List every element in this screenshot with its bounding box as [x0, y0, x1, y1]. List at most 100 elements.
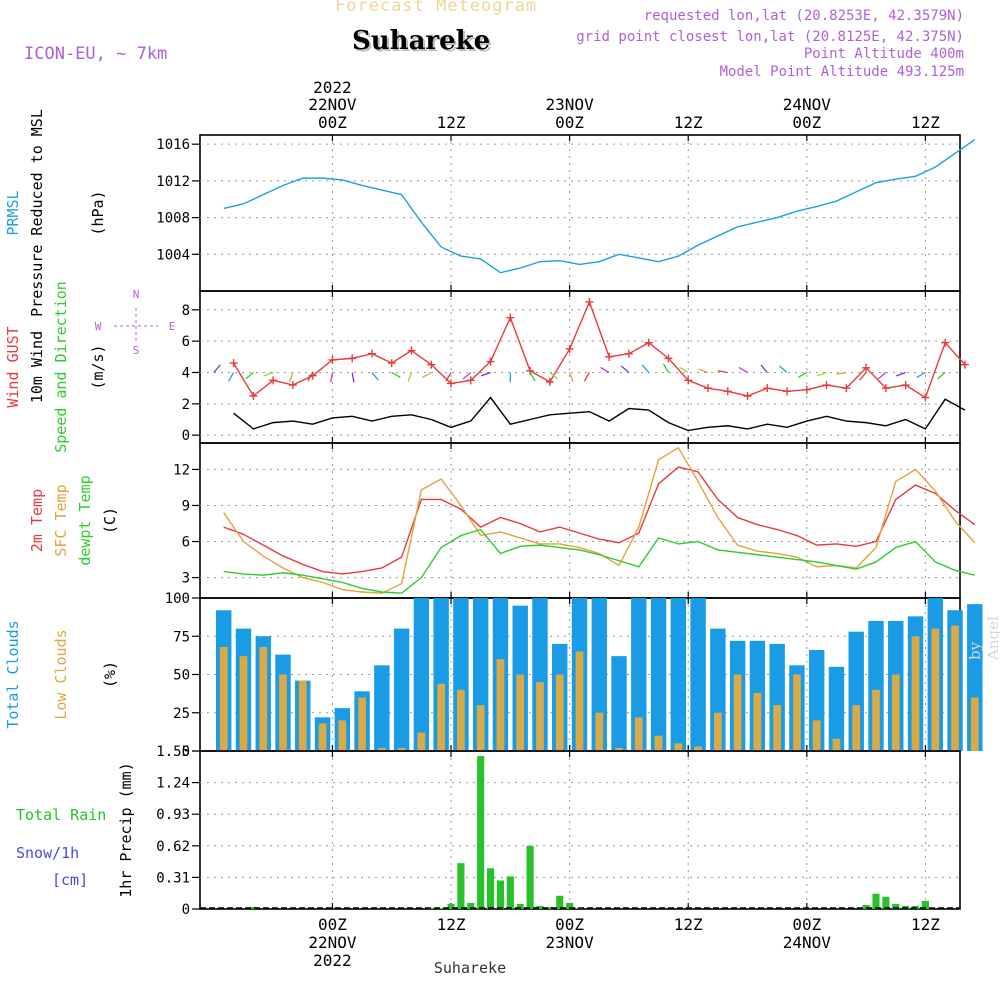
gust-point	[447, 379, 456, 388]
low-clouds-bar	[338, 720, 347, 751]
pressure-series-prmsl	[223, 139, 976, 274]
gust-point	[763, 384, 772, 393]
rain-bar	[546, 906, 554, 909]
wind-direction-arrow	[620, 365, 630, 373]
wind-direction-arrow	[679, 366, 689, 374]
rain-bar	[427, 907, 435, 909]
wind-ytick-label: 4	[182, 365, 190, 381]
low-clouds-bar	[674, 743, 683, 751]
wind-series-wind-gust	[233, 300, 966, 399]
low-clouds-bar	[437, 683, 445, 751]
gust-point	[743, 391, 752, 400]
low-clouds-bar	[812, 720, 821, 751]
precipitation-ytick-label: 0.62	[156, 839, 190, 855]
top-tick-label: 00Z	[318, 113, 347, 132]
model-label: ICON-EU, ~ 7km	[24, 44, 168, 64]
wind-direction-arrow	[407, 372, 413, 383]
gust-point	[624, 349, 633, 358]
total-clouds-bar	[374, 665, 390, 751]
rain-bar	[437, 907, 445, 909]
total-clouds-bar	[611, 656, 627, 751]
low-clouds-bar	[615, 747, 623, 751]
precipitation-ytick-label: 0.93	[156, 807, 190, 823]
wind-direction-arrow	[371, 372, 379, 381]
low-clouds-bar	[219, 646, 228, 751]
gust-point	[783, 387, 792, 396]
low-clouds-bar	[595, 712, 604, 751]
pressure-ytick-label: 1016	[156, 137, 190, 153]
low-clouds-bar	[654, 735, 663, 751]
wind-series-10m-wind	[233, 396, 966, 432]
gust-point	[862, 363, 871, 372]
low-clouds-bar	[318, 723, 327, 751]
top-date-label: 22NOV	[308, 95, 357, 114]
wind-label: 10m Wind	[28, 331, 46, 403]
wind-direction-arrow	[760, 364, 768, 373]
panel-precipitation: 0 0.31 0.62 0.93 1.24 1.55 Total Rain Snow/1h [c…	[16, 744, 961, 918]
wind-direction-arrow	[816, 371, 827, 377]
low-clouds-bar	[951, 625, 959, 751]
wind-direction-arrow	[245, 371, 254, 380]
rain-bar	[862, 904, 870, 909]
temperature-label: 2m Temp	[28, 489, 46, 552]
point-altitude: Point Altitude 400m	[803, 46, 964, 62]
gust-point	[407, 346, 416, 355]
gust-point	[427, 360, 436, 369]
top-date-label: 23NOV	[546, 95, 595, 114]
wind-direction-arrow	[307, 372, 314, 382]
wind-direction-arrow	[600, 366, 610, 374]
rain-bar	[536, 905, 544, 909]
clouds-ytick-label: 75	[173, 629, 190, 645]
rain-bar	[566, 902, 574, 909]
precipitation-ytick-label: 1.55	[156, 744, 190, 760]
rain-bar	[487, 868, 495, 909]
wind-direction-arrow	[738, 366, 748, 374]
bottom-date-label: 22NOV	[308, 933, 357, 952]
total-clouds-bar	[413, 598, 430, 751]
clouds-label: Low Clouds	[52, 629, 70, 719]
gust-point	[585, 297, 594, 306]
compass-cross	[114, 308, 158, 344]
low-clouds-bar	[694, 746, 702, 751]
temperature-series-dewpt-temp	[223, 528, 975, 594]
rain-bar	[516, 903, 524, 909]
pressure-ytick-label: 1012	[156, 174, 190, 190]
wind-direction-arrow	[717, 370, 728, 374]
gust-point	[842, 384, 851, 393]
gust-point	[249, 391, 258, 400]
precipitation-label: Snow/1h	[16, 844, 79, 862]
watermark: by Angel	[966, 616, 1000, 660]
wind-direction-arrow	[797, 371, 808, 379]
low-clouds-bar	[496, 659, 505, 751]
temperature-ytick-label: 6	[182, 535, 190, 551]
gust-point	[269, 376, 278, 385]
wind-frame	[199, 290, 961, 444]
gust-point	[723, 387, 732, 396]
low-clouds-bar	[259, 646, 268, 751]
clouds-unit: (%)	[101, 661, 119, 688]
precipitation-ytick-label: 0	[182, 902, 190, 918]
wind-direction-arrow	[391, 371, 401, 379]
clouds-ytick-label: 0	[182, 744, 190, 760]
bottom-date-label: 24NOV	[783, 933, 832, 952]
product-title: Forecast Meteogram	[335, 0, 538, 16]
temperature-ytick-label: 3	[182, 571, 190, 587]
rain-bar	[526, 845, 534, 909]
bottom-tick-label: 00Z	[555, 915, 584, 934]
total-clouds-bar	[690, 598, 706, 751]
panel-temperature: 3 6 9 12 2m Temp SFC Temp dewpt Temp (C)	[28, 442, 976, 599]
gust-point	[506, 313, 515, 322]
pressure-label: Pressure Reduced to MSL	[28, 109, 46, 317]
wind-direction-arrow	[836, 371, 847, 375]
wind-direction-arrow	[859, 372, 867, 381]
low-clouds-bar	[377, 747, 386, 751]
rain-bar	[477, 756, 485, 909]
gust-point	[328, 355, 337, 364]
bottom-tick-label: 00Z	[792, 915, 821, 934]
gust-point	[644, 338, 653, 347]
pressure-unit: (hPa)	[89, 190, 107, 235]
wind-direction-arrow	[213, 364, 221, 373]
